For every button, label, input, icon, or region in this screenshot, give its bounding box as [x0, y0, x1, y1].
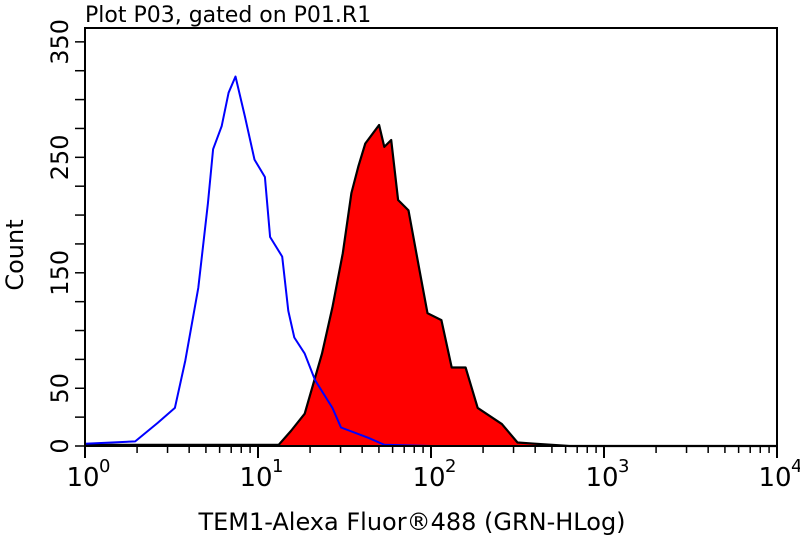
- x-tick-exponent: 3: [618, 456, 629, 477]
- x-tick-label: 10: [412, 463, 445, 493]
- x-tick-label: 10: [239, 463, 272, 493]
- chart-title: Plot P03, gated on P01.R1: [85, 3, 371, 28]
- x-tick-exponent: 1: [272, 456, 283, 477]
- x-tick-exponent: 0: [99, 456, 110, 477]
- y-tick-label: 250: [46, 134, 74, 180]
- y-tick-label: 0: [46, 438, 74, 453]
- x-tick-label: 10: [66, 463, 99, 493]
- plot-area: [84, 75, 777, 448]
- y-tick-label: 50: [46, 373, 74, 404]
- x-axis: 10 0 10 1 10 2 10 3 10 4: [66, 446, 800, 493]
- filled-histogram-area: [85, 125, 777, 446]
- x-tick-exponent: 4: [791, 456, 800, 477]
- y-axis: 0 50 150 250 350: [46, 19, 85, 454]
- plot-frame: [84, 27, 778, 447]
- y-tick-label: 350: [46, 19, 74, 65]
- control-histogram-line: [84, 75, 777, 447]
- y-tick-label: 150: [46, 250, 74, 296]
- filled-histogram-outline: [85, 123, 777, 448]
- x-tick-exponent: 2: [445, 456, 456, 477]
- x-tick-label: 10: [758, 463, 791, 493]
- y-axis-label: Count: [1, 219, 29, 290]
- x-tick-label: 10: [585, 463, 618, 493]
- x-axis-label: TEM1-Alexa Fluor®488 (GRN-HLog): [197, 508, 625, 536]
